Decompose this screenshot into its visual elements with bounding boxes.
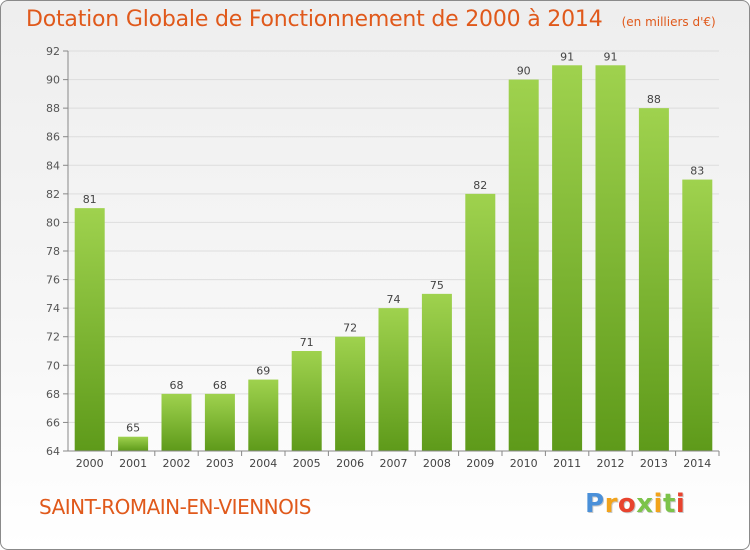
x-tick-label: 2007: [380, 457, 408, 470]
bar-2002: [161, 393, 192, 451]
bar-2003: [204, 393, 235, 451]
logo-letter: r: [604, 489, 618, 519]
bar-2012: [595, 65, 626, 452]
bar-2005: [291, 351, 322, 451]
x-tick-label: 2009: [466, 457, 494, 470]
y-tick-label: 68: [46, 388, 60, 401]
y-tick-label: 82: [46, 188, 60, 201]
logo-letter: i: [675, 489, 686, 519]
data-label: 83: [690, 165, 704, 178]
data-label: 74: [387, 293, 401, 306]
x-tick-label: 2006: [336, 457, 364, 470]
data-label: 69: [256, 365, 270, 378]
x-tick-label: 2012: [597, 457, 625, 470]
bar-2008: [421, 293, 452, 451]
data-label: 82: [473, 179, 487, 192]
y-tick-label: 76: [46, 274, 60, 287]
y-tick-label: 64: [46, 445, 60, 458]
data-label: 71: [300, 336, 314, 349]
x-tick-label: 2001: [119, 457, 147, 470]
data-label: 75: [430, 279, 444, 292]
y-tick-label: 90: [46, 74, 60, 87]
y-tick-label: 66: [46, 416, 60, 429]
y-tick-label: 74: [46, 302, 60, 315]
bars: 81 65 68 68 69 71 72 74 75 82 90 91 91 88 83: [74, 50, 713, 452]
x-tick-label: 2004: [249, 457, 277, 470]
x-tick-label: 2013: [640, 457, 668, 470]
y-tick-label: 72: [46, 331, 60, 344]
data-label: 65: [126, 422, 140, 435]
axes: 64 66 68 70 72 74 76 78 80 82 84 86 88 90 92 2000 2001 20…: [46, 45, 720, 470]
proxiti-logo: Proxiti: [585, 489, 685, 519]
chart-unit-note: (en milliers d'€): [621, 15, 716, 29]
x-tick-label: 2014: [683, 457, 711, 470]
data-label: 91: [604, 50, 618, 63]
y-tick-label: 78: [46, 245, 60, 258]
bar-2010: [508, 79, 539, 452]
bar-2014: [682, 179, 713, 452]
logo-letter: t: [662, 489, 676, 519]
y-tick-label: 80: [46, 216, 60, 229]
x-tick-label: 2011: [553, 457, 581, 470]
x-tick-label: 2010: [510, 457, 538, 470]
chart-title: Dotation Globale de Fonctionnement de 20…: [26, 7, 603, 32]
data-label: 68: [213, 379, 227, 392]
bar-2013: [638, 108, 669, 452]
y-tick-label: 86: [46, 131, 60, 144]
bar-2007: [378, 308, 409, 451]
commune-name: SAINT-ROMAIN-EN-VIENNOIS: [39, 495, 311, 519]
data-label: 81: [83, 193, 97, 206]
x-tick-label: 2003: [206, 457, 234, 470]
bar-2000: [74, 208, 105, 451]
x-tick-label: 2005: [293, 457, 321, 470]
bar-2004: [248, 379, 279, 451]
y-tick-label: 84: [46, 159, 60, 172]
y-tick-label: 92: [46, 45, 60, 58]
logo-letter: i: [653, 489, 663, 519]
y-tick-label: 70: [46, 359, 60, 372]
data-label: 88: [647, 93, 661, 106]
x-tick-label: 2002: [163, 457, 191, 470]
x-tick-label: 2000: [76, 457, 104, 470]
data-label: 68: [170, 379, 184, 392]
data-label: 91: [560, 50, 574, 63]
data-label: 72: [343, 322, 357, 335]
y-tick-label: 88: [46, 102, 60, 115]
bar-2009: [465, 193, 496, 451]
logo-letter: P: [585, 489, 605, 519]
bar-2001: [118, 436, 149, 451]
bar-2006: [335, 336, 366, 451]
title-row: Dotation Globale de Fonctionnement de 20…: [26, 7, 716, 32]
data-label: 90: [517, 65, 531, 78]
x-tick-label: 2008: [423, 457, 451, 470]
logo-letter: o: [617, 489, 637, 519]
bar-2011: [552, 65, 583, 452]
logo-letter: x: [636, 489, 654, 519]
